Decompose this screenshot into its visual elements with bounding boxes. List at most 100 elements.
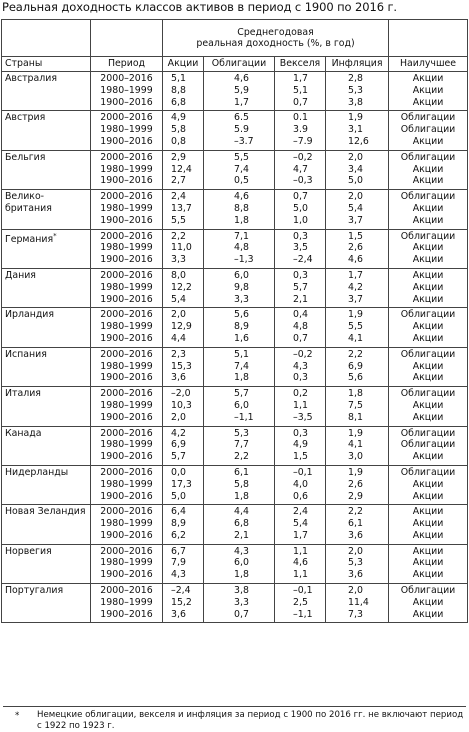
cell-value: 2000–2016 <box>100 269 153 281</box>
cell-value: 1980–1999 <box>100 163 153 175</box>
cell-value: 2,6 <box>348 242 363 254</box>
cell-value: 2000–2016 <box>100 112 153 124</box>
footnote-text: Немецкие облигации, векселя и инфляция з… <box>37 710 464 731</box>
cell-value: 12,6 <box>348 135 369 147</box>
cell-value: 5,7 <box>234 388 249 400</box>
cell-value: 6,1 <box>234 466 249 478</box>
cell-value: Акции <box>412 451 444 463</box>
table-row: Ирландия 2000–2016 1980–1999 1900–2016 2,0 12… <box>1 307 469 348</box>
footnote-reference: * <box>53 231 57 240</box>
cell-value: Акции <box>412 518 444 530</box>
cell-value: 17,3 <box>171 478 192 490</box>
stocks-values: 2,9 12,4 2,7 <box>162 150 204 191</box>
cell-value: 5,8 <box>171 124 186 136</box>
cell-value: 4,9 <box>293 439 308 451</box>
cell-value: 2,4 <box>171 191 186 203</box>
stocks-values: 6,7 7,9 4,3 <box>162 544 204 585</box>
country-group: Бельгия 2000–2016 1980–1999 1900–2016 2,9 12,… <box>1 150 469 191</box>
cell-value: 1,8 <box>234 214 249 226</box>
country-name: Германия <box>5 233 54 245</box>
country-group: Велико- британия 2000–2016 1980–1999 1900–2… <box>1 189 469 230</box>
stocks-values: 2,4 13,7 5,5 <box>162 189 204 230</box>
best-values: Акции Акции Акции <box>388 544 469 585</box>
cell-value: Акции <box>412 214 444 226</box>
header-group-text: Среднегодовая реальная доходность (%, в … <box>196 26 355 50</box>
cell-value: 4,8 <box>234 242 249 254</box>
cell-value: Облигации <box>400 191 456 203</box>
table-row: Норвегия 2000–2016 1980–1999 1900–2016 6,7 7,… <box>1 544 469 585</box>
cell-value: –3,5 <box>293 411 313 423</box>
cell-value: 2,2 <box>234 451 249 463</box>
bills-values: 2,4 5,4 1,7 <box>274 504 326 545</box>
period-values: 2000–2016 1980–1999 1900–2016 <box>90 150 163 191</box>
cell-value: 5,7 <box>293 281 308 293</box>
cell-value: 4,4 <box>234 506 249 518</box>
best-values: Облигации Акции Акции <box>388 583 469 624</box>
country-name-cell: Бельгия <box>1 150 91 191</box>
cell-value: 3,6 <box>348 569 363 581</box>
cell-value: 1900–2016 <box>100 332 153 344</box>
cell-value: –1,1 <box>293 608 313 620</box>
cell-value: 1900–2016 <box>100 451 153 463</box>
cell-value: 6,7 <box>171 545 186 557</box>
cell-value: 12,9 <box>171 321 192 333</box>
cell-value: 0,3 <box>293 269 308 281</box>
cell-value: Акции <box>412 506 444 518</box>
bills-values: 0,2 1,1 –3,5 <box>274 386 326 427</box>
cell-value: 1,6 <box>234 332 249 344</box>
country-name: Португалия <box>5 585 64 597</box>
cell-value: 4,1 <box>348 332 363 344</box>
cell-value: 2000–2016 <box>100 151 153 163</box>
country-name: Велико- британия <box>5 191 52 214</box>
cell-value: 2000–2016 <box>100 427 153 439</box>
cell-value: 2,0 <box>348 585 363 597</box>
header-blank-2 <box>90 19 163 57</box>
country-group: Дания 2000–2016 1980–1999 1900–2016 8,0 12,2 5… <box>1 268 469 309</box>
cell-value: Облигации <box>400 388 456 400</box>
cell-value: –2,4 <box>171 585 191 597</box>
header-blank-1 <box>1 19 91 57</box>
stocks-values: –2,0 10,3 2,0 <box>162 386 204 427</box>
cell-value: 2000–2016 <box>100 230 153 242</box>
cell-value: 5,3 <box>234 427 249 439</box>
cell-value: 1980–1999 <box>100 281 153 293</box>
best-values: Облигации Акции Акции <box>388 465 469 506</box>
cell-value: 2000–2016 <box>100 466 153 478</box>
inflation-values: 2,2 6,1 3,6 <box>324 504 390 545</box>
table-row: Германия* 2000–2016 1980–1999 1900–2016 2,2 1… <box>1 229 469 269</box>
bills-values: 1,1 4,6 1,1 <box>274 544 326 585</box>
country-name-cell: Ирландия <box>1 307 91 348</box>
stocks-values: 2,3 15,3 3,6 <box>162 347 204 388</box>
cell-value: 1900–2016 <box>100 293 153 305</box>
cell-value: 4,3 <box>293 360 308 372</box>
cell-value: 4,2 <box>348 281 363 293</box>
cell-value: 7,1 <box>234 230 249 242</box>
period-values: 2000–2016 1980–1999 1900–2016 <box>90 583 163 624</box>
cell-value: 2,8 <box>348 73 363 84</box>
cell-value: 5,4 <box>293 518 308 530</box>
cell-value: Акции <box>412 399 444 411</box>
cell-value: 9,8 <box>234 281 249 293</box>
cell-value: 1,1 <box>293 545 308 557</box>
table-row: Дания 2000–2016 1980–1999 1900–2016 8,0 12,2 5… <box>1 268 469 309</box>
cell-value: 2000–2016 <box>100 309 153 321</box>
cell-value: 4,3 <box>234 545 249 557</box>
bonds-values: 4,6 8,8 1,8 <box>203 189 275 230</box>
cell-value: 2,2 <box>348 506 363 518</box>
cell-value: 8,1 <box>348 411 363 423</box>
country-group: Норвегия 2000–2016 1980–1999 1900–2016 6,7 7,… <box>1 544 469 585</box>
cell-value: 4,7 <box>293 163 308 175</box>
best-values: Акции Акции Акции <box>388 71 469 112</box>
cell-value: 1900–2016 <box>100 175 153 187</box>
inflation-values: 2,0 5,4 3,7 <box>324 189 390 230</box>
country-group: Италия 2000–2016 1980–1999 1900–2016 –2,0 10,… <box>1 386 469 427</box>
cell-value: 7,3 <box>348 608 363 620</box>
cell-value: Акции <box>412 608 444 620</box>
returns-table: Среднегодовая реальная доходность (%, в … <box>1 19 469 624</box>
cell-value: 8,8 <box>171 84 186 96</box>
country-group: Португалия 2000–2016 1980–1999 1900–2016 –2,… <box>1 583 469 624</box>
cell-value: 5,7 <box>171 451 186 463</box>
cell-value: 0,3 <box>293 372 308 384</box>
table-row: Новая Зеландия 2000–2016 1980–1999 1900–201… <box>1 504 469 545</box>
cell-value: 1900–2016 <box>100 372 153 384</box>
